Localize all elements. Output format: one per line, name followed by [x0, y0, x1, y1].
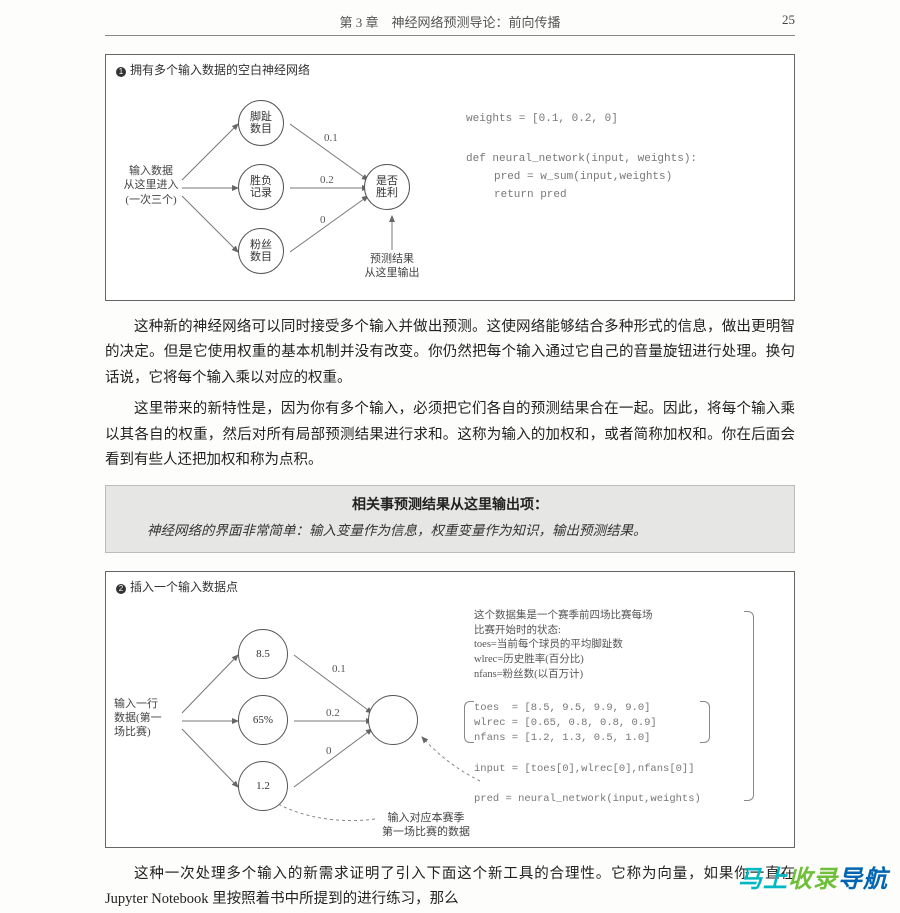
weight-2: 0.2: [320, 174, 334, 186]
bullet-icon: 1: [116, 67, 126, 77]
weight2-2: 0.2: [326, 707, 340, 719]
node-wlrec-val: 65%: [238, 695, 288, 745]
node-toes-val: 8.5: [238, 629, 288, 679]
weight-1: 0.1: [324, 132, 338, 144]
figure-1-input-label: 输入数据 从这里进入 (一次三个): [116, 164, 186, 207]
callout-box: 相关事预测结果从这里输出项： 神经网络的界面非常简单：输入变量作为信息，权重变量…: [105, 485, 795, 553]
callout-body: 神经网络的界面非常简单：输入变量作为信息，权重变量作为知识，输出预测结果。: [120, 520, 780, 542]
paragraph-1: 这种新的神经网络可以同时接受多个输入并做出预测。这使网络能够结合多种形式的信息，…: [105, 315, 795, 391]
weight2-1: 0.1: [332, 663, 346, 675]
running-header: 第 3 章 神经网络预测导论：前向传播 25: [105, 12, 795, 36]
node-wlrec: 胜负 记录: [238, 164, 284, 210]
node-nfans-val: 1.2: [238, 761, 288, 811]
paragraph-3: 这种一次处理多个输入的新需求证明了引入下面这个新工具的合理性。它称为向量，如果你…: [105, 862, 795, 913]
brace-left-icon: [464, 701, 474, 743]
figure-1: 1拥有多个输入数据的空白神经网络 输入数据 从这里进: [105, 54, 795, 301]
figure-2: 2 插入一个输入数据点 输入一行 数据(第一 场比赛): [105, 571, 795, 848]
figure-2-caption: 2 插入一个输入数据点: [106, 572, 794, 597]
figure-2-code: toes = [8.5, 9.5, 9.9, 9.0] wlrec = [0.6…: [474, 701, 701, 808]
callout-title: 相关事预测结果从这里输出项：: [120, 494, 780, 514]
figure-1-caption: 1 拥有多个输入数据的空白神经网络: [106, 55, 794, 80]
figure-2-caption-text: 插入一个输入数据点: [130, 580, 238, 594]
node-output: 是否 胜利: [364, 164, 410, 210]
figure-2-note: 输入对应本赛季 第一场比赛的数据: [366, 811, 486, 840]
watermark: 马上收录导航: [732, 857, 894, 896]
chapter-title: 第 3 章 神经网络预测导论：前向传播: [339, 12, 560, 31]
page-content: 第 3 章 神经网络预测导论：前向传播 25 1 拥有多个输入数据的空白神经网络: [65, 0, 835, 913]
figure-2-diagram: 输入一行 数据(第一 场比赛) 8.5 65% 1.2 0.1 0.2 0 这个…: [106, 597, 794, 847]
figure-1-diagram: 输入数据 从这里进入 (一次三个) 脚趾 数目 胜负 记录 粉丝 数目 是否 胜…: [106, 80, 794, 300]
node-toes: 脚趾 数目: [238, 100, 284, 146]
brace-big-icon: [744, 611, 754, 801]
figure-2-input-label: 输入一行 数据(第一 场比赛): [114, 697, 184, 740]
figure-1-code: weights = [0.1, 0.2, 0] def neural_netwo…: [466, 110, 697, 205]
brace-right-icon: [700, 701, 710, 743]
weight2-3: 0: [326, 745, 332, 757]
weight-3: 0: [320, 214, 326, 226]
node-output-2: [368, 695, 418, 745]
page-number: 25: [782, 12, 795, 28]
figure-2-desc: 这个数据集是一个赛季前四场比赛每场 比赛开始时的状态: toes=当前每个球员的…: [474, 609, 653, 682]
node-nfans: 粉丝 数目: [238, 228, 284, 274]
bullet-icon: 2: [116, 584, 126, 594]
figure-1-output-label: 预测结果 从这里输出: [352, 252, 432, 281]
figure-1-caption-text: 拥有多个输入数据的空白神经网络: [130, 63, 310, 77]
paragraph-2: 这里带来的新特性是，因为你有多个输入，必须把它们各自的预测结果合在一起。因此，将…: [105, 397, 795, 473]
